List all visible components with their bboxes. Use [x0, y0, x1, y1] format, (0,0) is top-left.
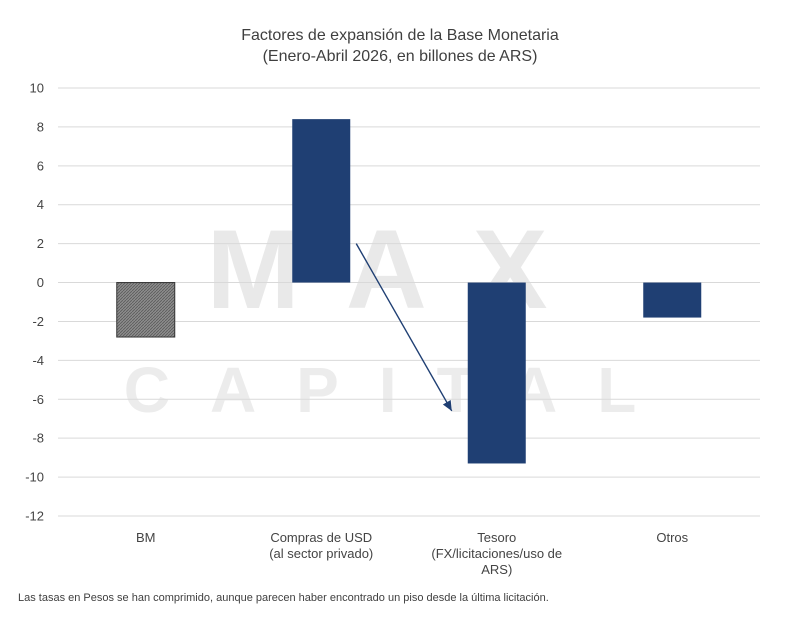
bar [643, 282, 702, 318]
y-tick-label: -6 [32, 392, 44, 407]
y-tick-label: -2 [32, 314, 44, 329]
x-tick-label: BM [136, 530, 156, 545]
y-axis-ticks: 10 8 6 4 2 0 -2 -4 -6 -8 -10 -12 [25, 81, 44, 524]
y-tick-label: -4 [32, 353, 44, 368]
x-tick-label: Otros [656, 530, 688, 545]
annotation-arrow-layer [355, 243, 453, 412]
y-tick-label: -10 [25, 470, 44, 485]
bar [467, 282, 526, 464]
watermark-text: MAX [207, 207, 594, 332]
annotation-arrowhead [442, 400, 452, 411]
x-tick-label: Compras de USD (al sector privado) [269, 530, 373, 561]
y-tick-label: -8 [32, 431, 44, 446]
watermark-text: CAPITAL [124, 354, 677, 426]
bar [292, 119, 351, 283]
chart-subtitle: (Enero-Abril 2026, en billones de ARS) [262, 48, 538, 65]
y-tick-label: 4 [37, 197, 44, 212]
y-tick-label: 6 [37, 158, 44, 173]
bar [116, 282, 176, 338]
chart-title: Factores de expansión de la Base Monetar… [241, 27, 559, 44]
x-axis-ticks: BM Compras de USD (al sector privado) Tesor… [136, 530, 689, 577]
y-tick-label: 8 [37, 119, 44, 134]
y-tick-label: 0 [37, 275, 44, 290]
annotation-arrow [355, 243, 453, 412]
y-tick-label: 2 [37, 236, 44, 251]
y-tick-label: 10 [30, 81, 44, 96]
bars [116, 119, 702, 464]
watermark: MAX CAPITAL [124, 207, 677, 426]
footnote: Las tasas en Pesos se han comprimido, au… [18, 592, 549, 604]
x-tick-label: Tesoro (FX/licitaciones/uso de ARS) [431, 530, 562, 577]
y-tick-label: -12 [25, 509, 44, 524]
